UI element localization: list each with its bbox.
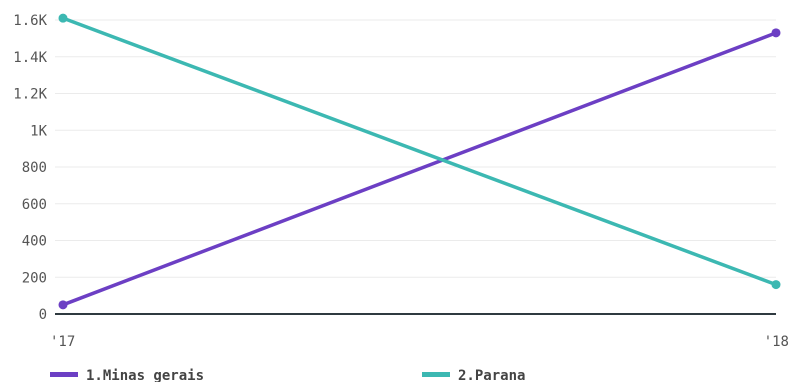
y-tick-label: 400: [22, 234, 47, 250]
legend-item: 1.Minas gerais: [50, 368, 204, 382]
data-point: [58, 13, 68, 23]
grid-lines: [55, 19, 776, 278]
series-line: [61, 31, 778, 307]
y-tick-label: 1.2K: [13, 87, 47, 103]
y-tick-label: 600: [22, 197, 47, 213]
y-tick-label: 1K: [30, 123, 47, 139]
legend-label: 1.Minas gerais: [86, 368, 204, 382]
y-axis-tick-labels: 0 200 400 600 800 1K 1.2K 1.4K 1.6K: [13, 13, 47, 323]
legend-swatch: [50, 372, 78, 377]
data-point: [771, 280, 781, 290]
y-tick-label: 1.4K: [13, 50, 47, 66]
y-tick-label: 1.6K: [13, 13, 47, 29]
data-point: [58, 300, 68, 310]
legend-item: 2.Parana: [422, 368, 525, 382]
legend-label: 2.Parana: [458, 368, 525, 382]
legend: 1.Minas gerais 2.Parana: [50, 368, 525, 382]
x-axis-tick-labels: '17 '18: [50, 334, 789, 350]
y-tick-label: 800: [22, 160, 47, 176]
series-lines: [58, 13, 781, 310]
legend-swatch: [422, 372, 450, 377]
x-tick-label: '17: [50, 334, 75, 350]
x-tick-label: '18: [764, 334, 789, 350]
series-line: [61, 16, 778, 287]
y-tick-label: 0: [39, 307, 47, 323]
data-point: [771, 28, 781, 38]
y-tick-label: 200: [22, 270, 47, 286]
